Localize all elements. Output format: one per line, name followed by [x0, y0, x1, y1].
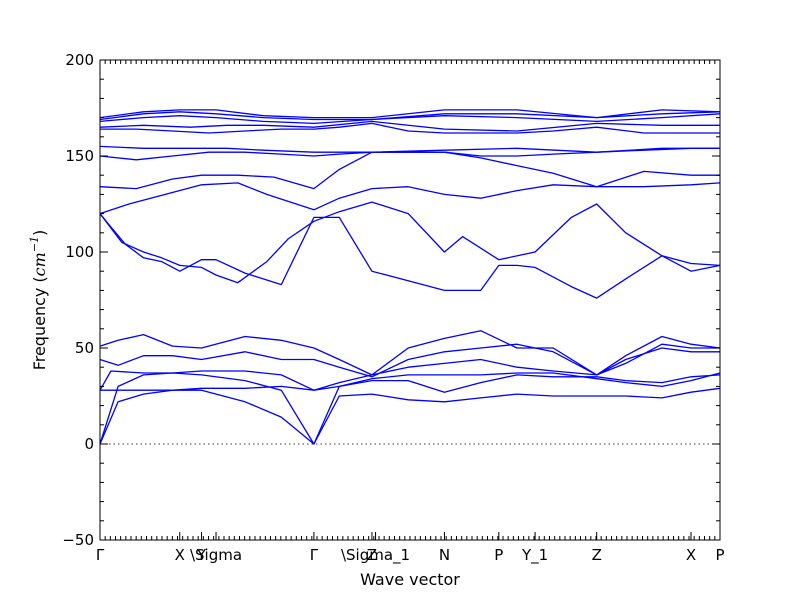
- x-tick-label: Y: [196, 546, 207, 564]
- x-tick-label: Z: [592, 546, 602, 564]
- x-tick-label: Z: [367, 546, 377, 564]
- band-branch-12: [99, 145, 720, 153]
- x-tick-label: X: [175, 546, 185, 564]
- y-tick-label: 200: [65, 51, 94, 69]
- x-tick-label: Y_1: [521, 546, 548, 565]
- band-branch-8: [99, 201, 721, 284]
- band-branch-1: [99, 387, 721, 445]
- y-tick-label: 100: [65, 243, 94, 261]
- x-axis-label: Wave vector: [360, 570, 460, 589]
- x-tick-label: P: [494, 546, 503, 564]
- axis-ticks: [99, 59, 721, 541]
- band-branch-5: [99, 343, 720, 378]
- y-tick-label: 0: [84, 435, 94, 453]
- svg-text:Frequency (cm−1): Frequency (cm−1): [28, 230, 49, 371]
- band-branch-17: [99, 109, 721, 119]
- band-branch-14: [99, 120, 720, 132]
- band-branch-9: [99, 182, 721, 215]
- band-branch-2: [99, 372, 721, 445]
- x-tick-label: N: [439, 546, 450, 564]
- band-branch-7: [99, 213, 721, 299]
- y-tick-label: 50: [75, 339, 94, 357]
- x-tick-label: X: [686, 546, 696, 564]
- y-tick-label: 150: [65, 147, 94, 165]
- y-axis-unit-exp: −1: [28, 236, 41, 252]
- band-branch-10: [99, 151, 720, 190]
- x-tick-label: \Sigma_1: [341, 546, 410, 565]
- y-axis-label: Frequency (cm−1): [28, 230, 49, 371]
- y-axis-label-text: Frequency: [30, 288, 49, 371]
- band-branch-6: [99, 330, 721, 376]
- band-branch-15: [99, 113, 721, 125]
- x-tick-label: Γ: [310, 546, 319, 564]
- band-branch-13: [100, 122, 720, 134]
- plot-area: [99, 109, 721, 445]
- plot-frame: [99, 59, 721, 541]
- band-branch-4: [100, 347, 720, 391]
- x-tick-label: \Sigma: [190, 546, 242, 564]
- x-tick-label: P: [715, 546, 724, 564]
- y-axis-unit-base: cm: [30, 252, 49, 276]
- y-tick-label: −50: [62, 531, 94, 549]
- band-branch-3: [99, 370, 721, 391]
- x-tick-label: Γ: [96, 546, 105, 564]
